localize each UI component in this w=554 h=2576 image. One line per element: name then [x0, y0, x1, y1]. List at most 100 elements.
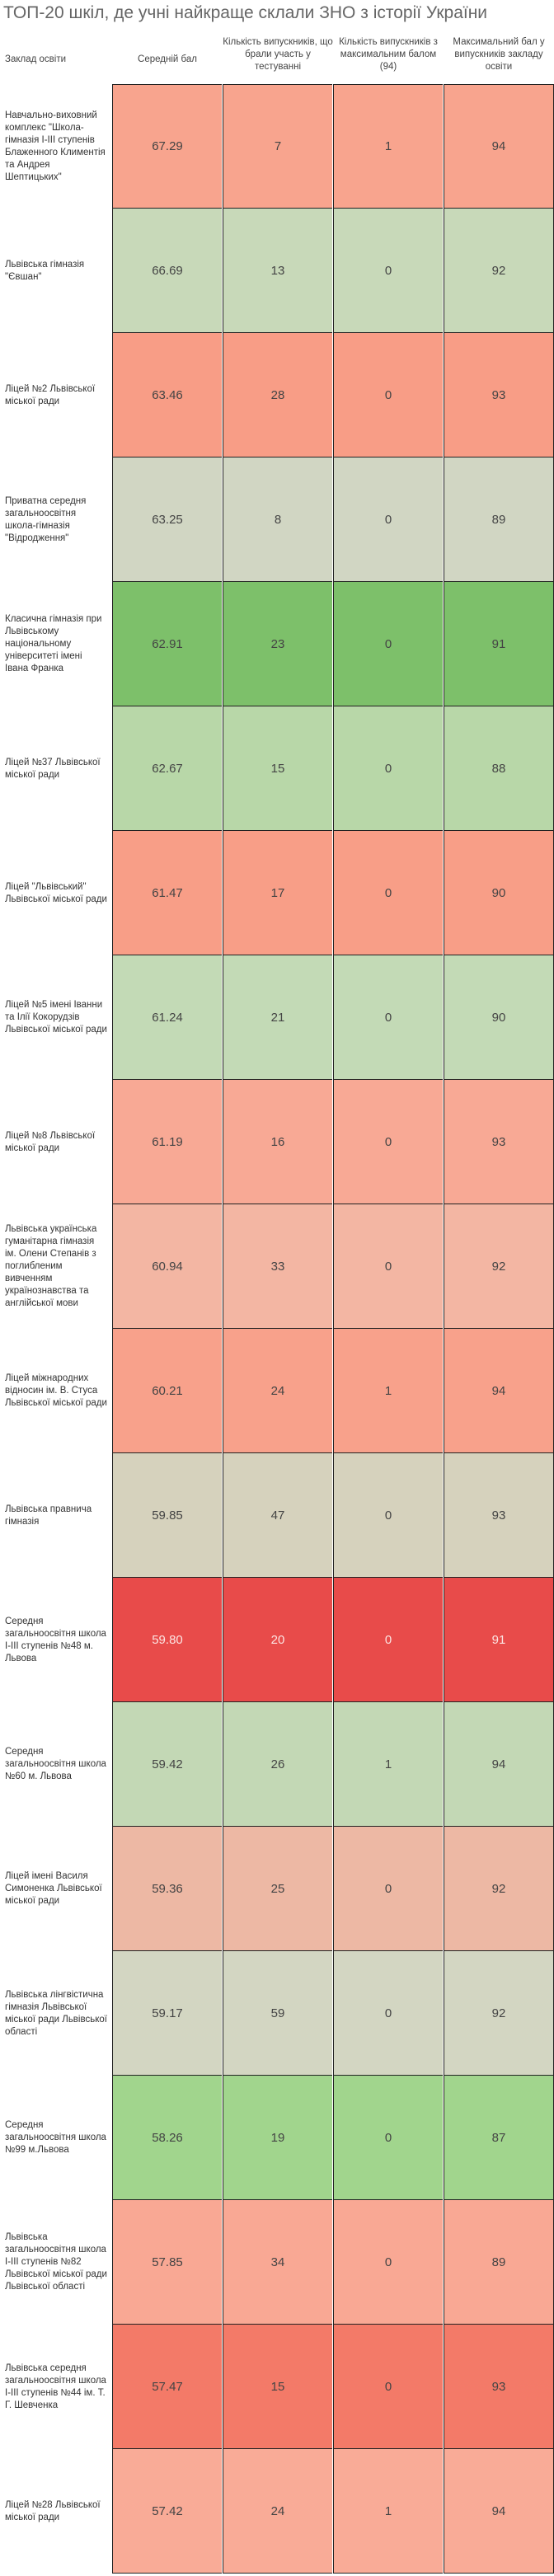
average-score-cell[interactable]: 63.46 [112, 333, 222, 457]
max-score-cell[interactable]: 92 [444, 1951, 554, 2076]
header-max-score[interactable]: Максимальний бал у випускників закладу о… [453, 37, 545, 72]
participants-cell[interactable]: 24 [223, 1329, 332, 1453]
max-score-cell[interactable]: 93 [444, 2325, 554, 2449]
table-row[interactable]: Львівська правнича гімназія 59.85 47 0 93 [0, 1453, 554, 1578]
table-row[interactable]: Львівська середня загальноосвітня школа … [0, 2325, 554, 2449]
table-row[interactable]: Львівська загальноосвітня школа І-ІІІ ст… [0, 2200, 554, 2325]
max-count-cell[interactable]: 1 [333, 1702, 443, 1827]
header-average-score[interactable]: Середній бал [138, 54, 197, 64]
table-row[interactable]: Львівська гімназія "Євшан" 66.69 13 0 92 [0, 209, 554, 333]
participants-cell[interactable]: 20 [223, 1578, 332, 1702]
max-score-cell[interactable]: 93 [444, 1080, 554, 1204]
max-count-cell[interactable]: 0 [333, 831, 443, 955]
table-row[interactable]: Середня загальноосвітня школа І-ІІІ ступ… [0, 1578, 554, 1702]
participants-cell[interactable]: 26 [223, 1702, 332, 1827]
table-row[interactable]: Середня загальноосвітня школа №99 м.Льво… [0, 2076, 554, 2200]
average-score-cell[interactable]: 59.36 [112, 1827, 222, 1951]
max-score-cell[interactable]: 93 [444, 333, 554, 457]
max-score-cell[interactable]: 91 [444, 582, 554, 706]
participants-cell[interactable]: 23 [223, 582, 332, 706]
max-score-cell[interactable]: 92 [444, 209, 554, 333]
participants-cell[interactable]: 19 [223, 2076, 332, 2200]
max-score-cell[interactable]: 90 [444, 831, 554, 955]
table-row[interactable]: Ліцей №2 Львівської міської ради 63.46 28 0… [0, 333, 554, 457]
max-count-cell[interactable]: 0 [333, 1827, 443, 1951]
average-score-cell[interactable]: 57.47 [112, 2325, 222, 2449]
max-count-cell[interactable]: 0 [333, 2200, 443, 2325]
max-count-cell[interactable]: 0 [333, 457, 443, 582]
table-row[interactable]: Ліцей імені Василя Симоненка Львівської … [0, 1827, 554, 1951]
participants-cell[interactable]: 24 [223, 2449, 332, 2574]
max-score-cell[interactable]: 90 [444, 955, 554, 1080]
participants-cell[interactable]: 59 [223, 1951, 332, 2076]
header-max-count[interactable]: Кількість випускників з максимальним бал… [339, 37, 438, 72]
average-score-cell[interactable]: 63.25 [112, 457, 222, 582]
table-row[interactable]: Ліцей №5 імені Іванни та Ілії Кокорудзів… [0, 955, 554, 1080]
table-row[interactable]: Ліцей №37 Львівської міської ради 62.67 15… [0, 706, 554, 831]
max-count-cell[interactable]: 0 [333, 706, 443, 831]
max-count-cell[interactable]: 0 [333, 1951, 443, 2076]
participants-cell[interactable]: 33 [223, 1204, 332, 1329]
max-count-cell[interactable]: 0 [333, 2076, 443, 2200]
participants-cell[interactable]: 8 [223, 457, 332, 582]
table-row[interactable]: Класична гімназія при Львівському націон… [0, 582, 554, 706]
average-score-cell[interactable]: 59.85 [112, 1453, 222, 1578]
max-score-cell[interactable]: 87 [444, 2076, 554, 2200]
max-count-cell[interactable]: 1 [333, 2449, 443, 2574]
average-score-cell[interactable]: 58.26 [112, 2076, 222, 2200]
table-row[interactable]: Ліцей міжнародних відносин ім. В. Стуса … [0, 1329, 554, 1453]
max-score-cell[interactable]: 92 [444, 1204, 554, 1329]
max-score-cell[interactable]: 92 [444, 1827, 554, 1951]
max-score-cell[interactable]: 89 [444, 2200, 554, 2325]
header-participants[interactable]: Кількість випускників, що брали участь у… [223, 37, 333, 72]
participants-cell[interactable]: 17 [223, 831, 332, 955]
average-score-cell[interactable]: 60.21 [112, 1329, 222, 1453]
max-score-cell[interactable]: 89 [444, 457, 554, 582]
max-score-cell[interactable]: 94 [444, 2449, 554, 2574]
table-row[interactable]: Львівська українська гуманітарна гімназі… [0, 1204, 554, 1329]
participants-cell[interactable]: 16 [223, 1080, 332, 1204]
max-count-cell[interactable]: 0 [333, 1080, 443, 1204]
average-score-cell[interactable]: 59.42 [112, 1702, 222, 1827]
table-row[interactable]: Львівська лінгвістична гімназія Львівськ… [0, 1951, 554, 2076]
average-score-cell[interactable]: 61.24 [112, 955, 222, 1080]
average-score-cell[interactable]: 61.19 [112, 1080, 222, 1204]
max-count-cell[interactable]: 0 [333, 333, 443, 457]
participants-cell[interactable]: 34 [223, 2200, 332, 2325]
max-count-cell[interactable]: 0 [333, 1578, 443, 1702]
participants-cell[interactable]: 47 [223, 1453, 332, 1578]
table-row[interactable]: Ліцей №8 Львівської міської ради 61.19 16 0… [0, 1080, 554, 1204]
average-score-cell[interactable]: 60.94 [112, 1204, 222, 1329]
max-count-cell[interactable]: 0 [333, 1204, 443, 1329]
average-score-cell[interactable]: 67.29 [112, 84, 222, 209]
max-score-cell[interactable]: 88 [444, 706, 554, 831]
max-score-cell[interactable]: 91 [444, 1578, 554, 1702]
average-score-cell[interactable]: 61.47 [112, 831, 222, 955]
table-row[interactable]: Навчально-виховний комплекс "Школа-гімна… [0, 84, 554, 209]
participants-cell[interactable]: 7 [223, 84, 332, 209]
average-score-cell[interactable]: 57.42 [112, 2449, 222, 2574]
table-row[interactable]: Ліцей "Львівський" Львівської міської ра… [0, 831, 554, 955]
average-score-cell[interactable]: 66.69 [112, 209, 222, 333]
participants-cell[interactable]: 15 [223, 2325, 332, 2449]
max-count-cell[interactable]: 0 [333, 955, 443, 1080]
participants-cell[interactable]: 21 [223, 955, 332, 1080]
participants-cell[interactable]: 15 [223, 706, 332, 831]
header-school[interactable]: Заклад освіти [5, 54, 67, 64]
table-row[interactable]: Середня загальноосвітня школа №60 м. Льв… [0, 1702, 554, 1827]
max-score-cell[interactable]: 94 [444, 84, 554, 209]
max-score-cell[interactable]: 94 [444, 1329, 554, 1453]
max-score-cell[interactable]: 93 [444, 1453, 554, 1578]
average-score-cell[interactable]: 59.80 [112, 1578, 222, 1702]
max-score-cell[interactable]: 94 [444, 1702, 554, 1827]
average-score-cell[interactable]: 59.17 [112, 1951, 222, 2076]
participants-cell[interactable]: 13 [223, 209, 332, 333]
max-count-cell[interactable]: 1 [333, 84, 443, 209]
participants-cell[interactable]: 25 [223, 1827, 332, 1951]
max-count-cell[interactable]: 1 [333, 1329, 443, 1453]
max-count-cell[interactable]: 0 [333, 209, 443, 333]
table-row[interactable]: Приватна середня загальноосвітня школа-г… [0, 457, 554, 582]
table-row[interactable]: Ліцей №28 Львівської міської ради 57.42 24… [0, 2449, 554, 2574]
max-count-cell[interactable]: 0 [333, 2325, 443, 2449]
max-count-cell[interactable]: 0 [333, 582, 443, 706]
